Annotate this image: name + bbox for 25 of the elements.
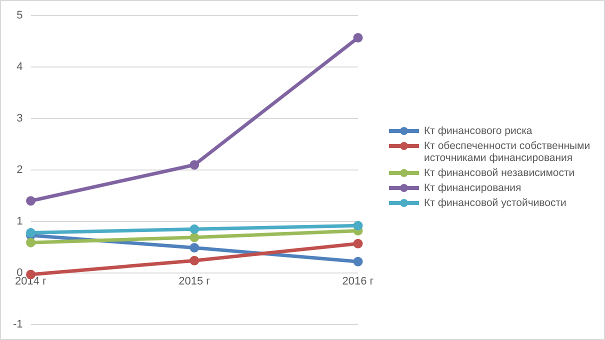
- point: [26, 196, 36, 206]
- point: [353, 238, 363, 248]
- y-tick-label: 1: [16, 216, 23, 228]
- legend-label: Кт финансовой устойчивости: [424, 197, 566, 209]
- point: [190, 224, 200, 234]
- point: [353, 256, 363, 266]
- y-tick-label: 4: [16, 61, 23, 74]
- point: [190, 232, 200, 242]
- x-tick-label: 2016 г: [342, 276, 374, 288]
- x-tick-label: 2015 г: [178, 276, 210, 288]
- y-tick-label: 5: [16, 10, 23, 22]
- point: [353, 32, 363, 42]
- point: [26, 238, 36, 248]
- legend-label: Кт финансового риска: [424, 125, 532, 137]
- y-tick-label: 2: [16, 164, 23, 176]
- point: [190, 256, 200, 266]
- legend-label: Кт финансовой независимости: [424, 167, 575, 179]
- y-tick-label: -1: [13, 318, 23, 330]
- y-tick-label: 3: [16, 112, 23, 125]
- legend-label: Кт обеспеченности собственными источниками финансирования: [424, 140, 592, 164]
- point: [190, 160, 200, 170]
- point: [190, 242, 200, 252]
- point: [26, 228, 36, 238]
- point: [353, 220, 363, 230]
- legend-label: Кт финансирования: [424, 182, 522, 194]
